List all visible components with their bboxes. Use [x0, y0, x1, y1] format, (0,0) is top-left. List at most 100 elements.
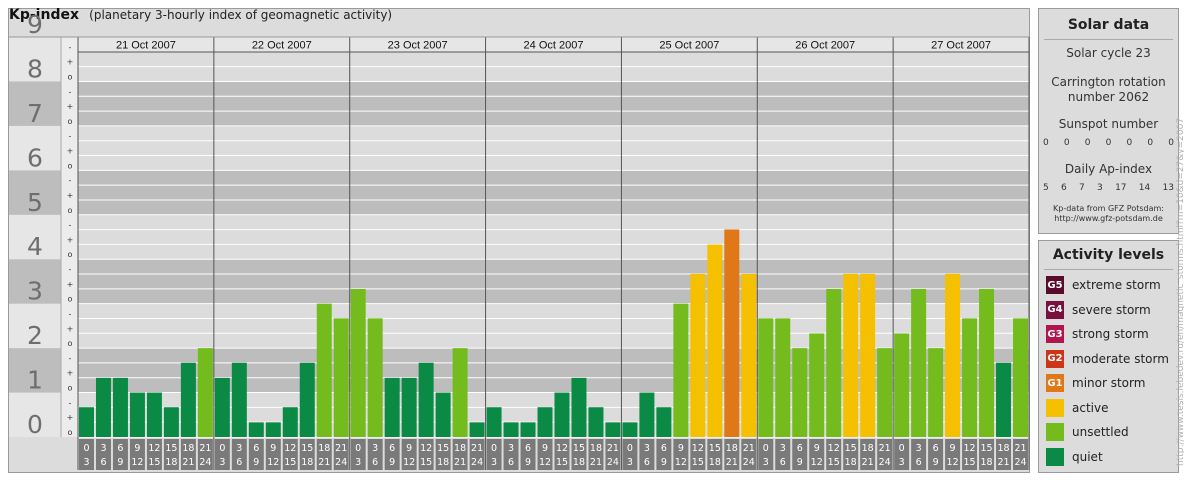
interval-cell [112, 439, 128, 470]
minor-tick-label: - [69, 398, 72, 407]
watermark-url: http://www.tesis.lebedev.ru/en/magnetic_… [1176, 117, 1184, 466]
kp-bar [826, 289, 842, 437]
kp-band [78, 214, 1029, 260]
interval-start-label: 3 [916, 443, 922, 454]
solar-cycle: Solar cycle 23 [1066, 46, 1151, 60]
interval-start-label: 21 [607, 443, 619, 454]
interval-start-label: 21 [1014, 443, 1026, 454]
interval-cell [95, 439, 111, 470]
y-axis-band [9, 303, 61, 349]
y-axis-band [9, 214, 61, 260]
kp-band [78, 303, 1029, 349]
minor-tick-label: o [68, 384, 73, 393]
y-axis-band [9, 170, 61, 215]
day-label: 24 Oct 2007 [524, 40, 584, 52]
interval-start-label: 0 [83, 443, 89, 454]
legend-swatch: G2 [1046, 349, 1064, 368]
legend-swatch [1046, 447, 1064, 466]
interval-cell [962, 439, 978, 470]
interval-end-label: 15 [964, 457, 976, 468]
legend-label: moderate storm [1072, 351, 1169, 366]
chart-title-row: Kp-index (planetary 3-hourly index of ge… [9, 7, 392, 23]
legend-swatch [1046, 423, 1064, 441]
interval-cell [435, 439, 451, 470]
interval-end-label: 15 [556, 457, 568, 468]
interval-start-label: 0 [219, 443, 225, 454]
interval-end-label: 3 [899, 457, 905, 468]
kp-bar [622, 422, 638, 437]
kp-bar [775, 318, 791, 437]
interval-start-label: 15 [709, 443, 721, 454]
y-axis-band [9, 392, 61, 437]
kp-bar [996, 362, 1012, 437]
y-tick-label: 6 [27, 143, 43, 172]
interval-start-label: 18 [590, 443, 602, 454]
interval-cell [350, 439, 366, 470]
source-link[interactable]: http://www.gfz-potsdam.de [1054, 214, 1163, 223]
sunspot-values: 0 0 0 0 0 0 0 [1043, 138, 1174, 148]
minor-tick-label: o [68, 295, 73, 304]
interval-end-label: 24 [199, 457, 211, 468]
interval-cell [520, 439, 536, 470]
interval-start-label: 12 [692, 443, 704, 454]
interval-start-label: 3 [372, 443, 378, 454]
interval-end-label: 21 [454, 457, 466, 468]
interval-cell [826, 439, 842, 470]
kp-bar [316, 303, 332, 437]
kp-bar [911, 289, 927, 437]
legend-item: active [1046, 398, 1108, 418]
interval-end-label: 24 [335, 457, 347, 468]
interval-cell [282, 439, 298, 470]
interval-start-label: 21 [743, 443, 755, 454]
interval-end-label: 21 [590, 457, 602, 468]
kp-bar [537, 407, 553, 437]
interval-end-label: 24 [743, 457, 755, 468]
interval-end-label: 6 [644, 457, 650, 468]
interval-start-label: 3 [508, 443, 514, 454]
interval-cell [809, 439, 825, 470]
interval-cell [588, 439, 604, 470]
interval-start-label: 12 [828, 443, 840, 454]
interval-start-label: 9 [406, 443, 412, 454]
interval-end-label: 18 [980, 457, 992, 468]
interval-start-label: 18 [726, 443, 738, 454]
interval-end-label: 12 [267, 457, 279, 468]
kp-bar [435, 392, 451, 437]
divider [1044, 269, 1173, 270]
interval-cell [163, 439, 179, 470]
interval-cell [571, 439, 587, 470]
sunspot-value: 0 [1063, 138, 1070, 148]
y-axis-band [9, 259, 61, 304]
interval-start-label: 6 [661, 443, 667, 454]
interval-end-label: 15 [148, 457, 160, 468]
interval-start-label: 18 [454, 443, 466, 454]
interval-cell [928, 439, 944, 470]
interval-end-label: 18 [165, 457, 177, 468]
kp-bar [860, 273, 876, 437]
kp-bar [452, 348, 468, 437]
ap-value: 14 [1138, 183, 1151, 193]
interval-start-label: 15 [437, 443, 449, 454]
interval-start-label: 9 [134, 443, 140, 454]
interval-cell [945, 439, 961, 470]
interval-cell [673, 439, 689, 470]
interval-end-label: 21 [862, 457, 874, 468]
y-tick-label: 8 [27, 54, 43, 83]
kp-bar [248, 422, 264, 437]
legend-item: G3 strong storm [1046, 324, 1149, 344]
interval-end-label: 24 [471, 457, 483, 468]
minor-tick-label: + [67, 369, 74, 378]
interval-cell [180, 439, 196, 470]
interval-cell [231, 439, 247, 470]
kp-bar [384, 377, 400, 437]
kp-bar [95, 377, 111, 437]
interval-end-label: 18 [845, 457, 857, 468]
kp-bar [350, 289, 366, 437]
interval-cell [724, 439, 740, 470]
kp-band [78, 125, 1029, 171]
interval-cell [248, 439, 264, 470]
minor-tick-label: - [69, 221, 72, 230]
minor-tick-label: o [68, 250, 73, 259]
interval-end-label: 6 [916, 457, 922, 468]
sunspot-value: 0 [1147, 138, 1154, 148]
